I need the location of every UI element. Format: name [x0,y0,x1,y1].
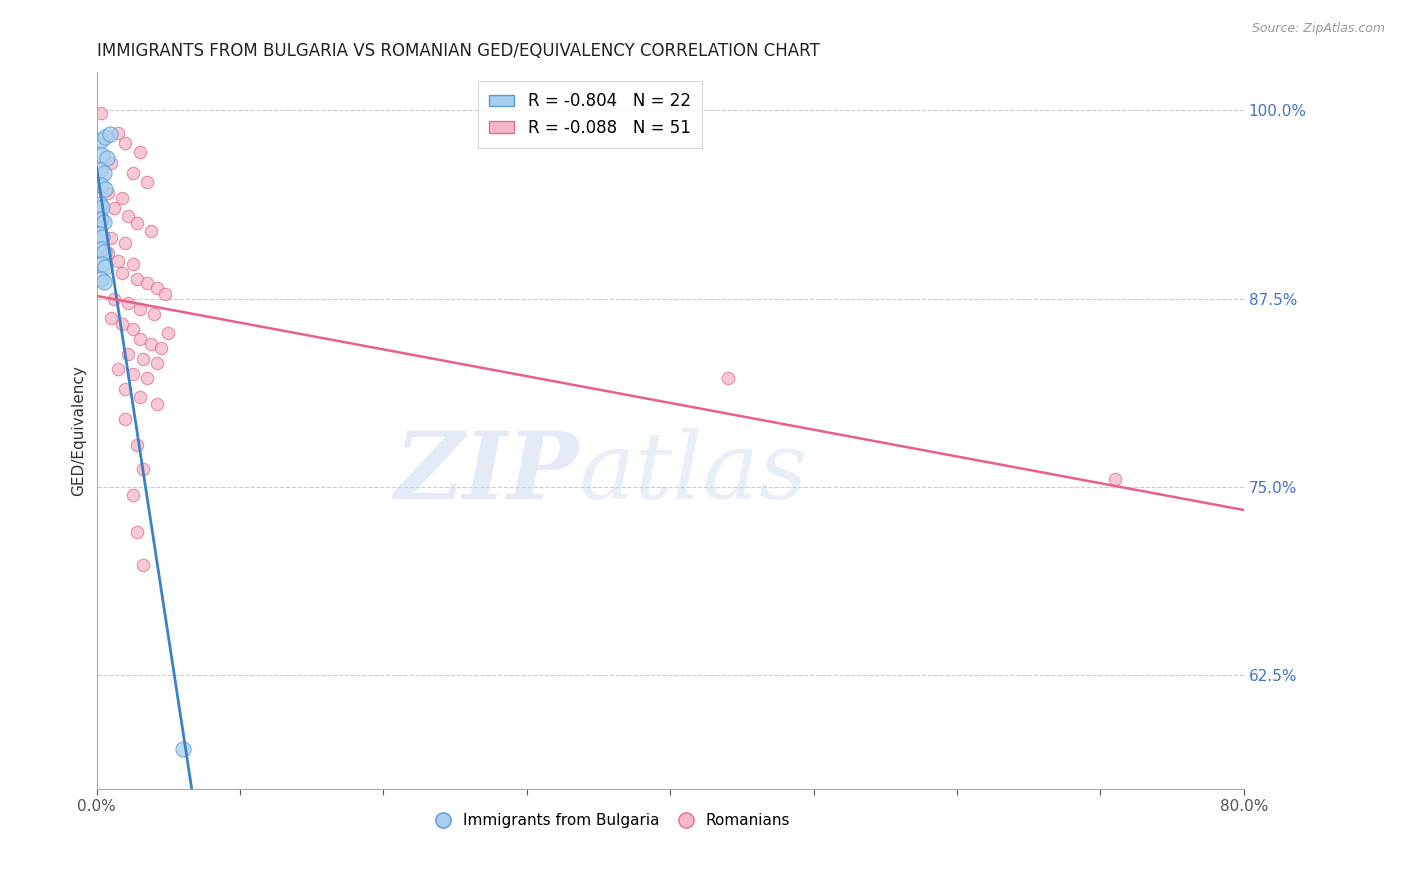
Point [146,397,169,411]
Text: Source: ZipAtlas.com: Source: ZipAtlas.com [1251,22,1385,36]
Point [716,371,738,385]
Point [111,190,134,204]
Point [157,326,180,341]
Point [121,166,143,180]
Point [98,127,121,141]
Point [121,257,143,271]
Point [97,246,120,260]
Point [117,209,139,223]
Point [128,390,150,404]
Point [131,351,153,366]
Point [100,311,122,326]
Point [114,235,136,250]
Legend: Immigrants from Bulgaria, Romanians: Immigrants from Bulgaria, Romanians [430,807,796,835]
Point [128,302,150,317]
Point [155,287,177,301]
Point [111,266,134,280]
Point [103,201,125,215]
Point [91,257,114,271]
Point [146,281,169,295]
Point [114,412,136,426]
Point [107,126,129,140]
Point [135,176,157,190]
Text: IMMIGRANTS FROM BULGARIA VS ROMANIAN GED/EQUIVALENCY CORRELATION CHART: IMMIGRANTS FROM BULGARIA VS ROMANIAN GED… [97,42,820,60]
Point [150,341,173,355]
Point [121,322,143,336]
Point [139,224,162,238]
Point [94,130,117,145]
Point [131,462,153,476]
Point [131,558,153,573]
Point [135,277,157,291]
Point [91,229,114,244]
Point [90,242,112,256]
Point [1104,473,1126,487]
Point [117,296,139,310]
Point [90,272,112,286]
Point [90,211,112,226]
Point [96,152,118,166]
Point [128,145,150,160]
Point [103,292,125,306]
Point [114,382,136,396]
Point [125,216,148,230]
Point [93,244,115,259]
Point [90,178,112,193]
Point [100,156,122,170]
Point [97,186,120,200]
Point [139,336,162,351]
Point [94,181,117,195]
Point [91,200,114,214]
Point [93,275,115,289]
Point [143,307,166,321]
Point [146,356,169,370]
Point [125,272,148,286]
Text: atlas: atlas [578,428,808,518]
Point [125,525,148,540]
Point [94,260,117,274]
Point [121,367,143,381]
Point [135,371,157,385]
Point [93,166,115,180]
Y-axis label: GED/Equivalency: GED/Equivalency [72,365,86,496]
Point [93,215,115,229]
Point [117,347,139,361]
Point [111,317,134,331]
Point [89,196,111,211]
Point [121,487,143,501]
Point [89,163,111,178]
Point [91,148,114,162]
Point [107,362,129,376]
Text: ZIP: ZIP [394,428,578,518]
Point [90,133,112,147]
Point [172,742,194,756]
Point [114,136,136,151]
Point [128,332,150,346]
Point [107,253,129,268]
Point [89,227,111,241]
Point [125,438,148,452]
Point [100,231,122,245]
Point [90,106,112,120]
